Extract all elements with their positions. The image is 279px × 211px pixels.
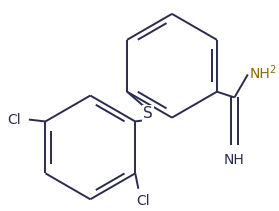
Text: S: S bbox=[143, 106, 153, 121]
Text: NH: NH bbox=[224, 153, 245, 167]
Text: 2: 2 bbox=[269, 65, 275, 75]
Text: Cl: Cl bbox=[136, 193, 150, 207]
Text: NH: NH bbox=[250, 67, 271, 81]
Text: Cl: Cl bbox=[8, 112, 21, 127]
